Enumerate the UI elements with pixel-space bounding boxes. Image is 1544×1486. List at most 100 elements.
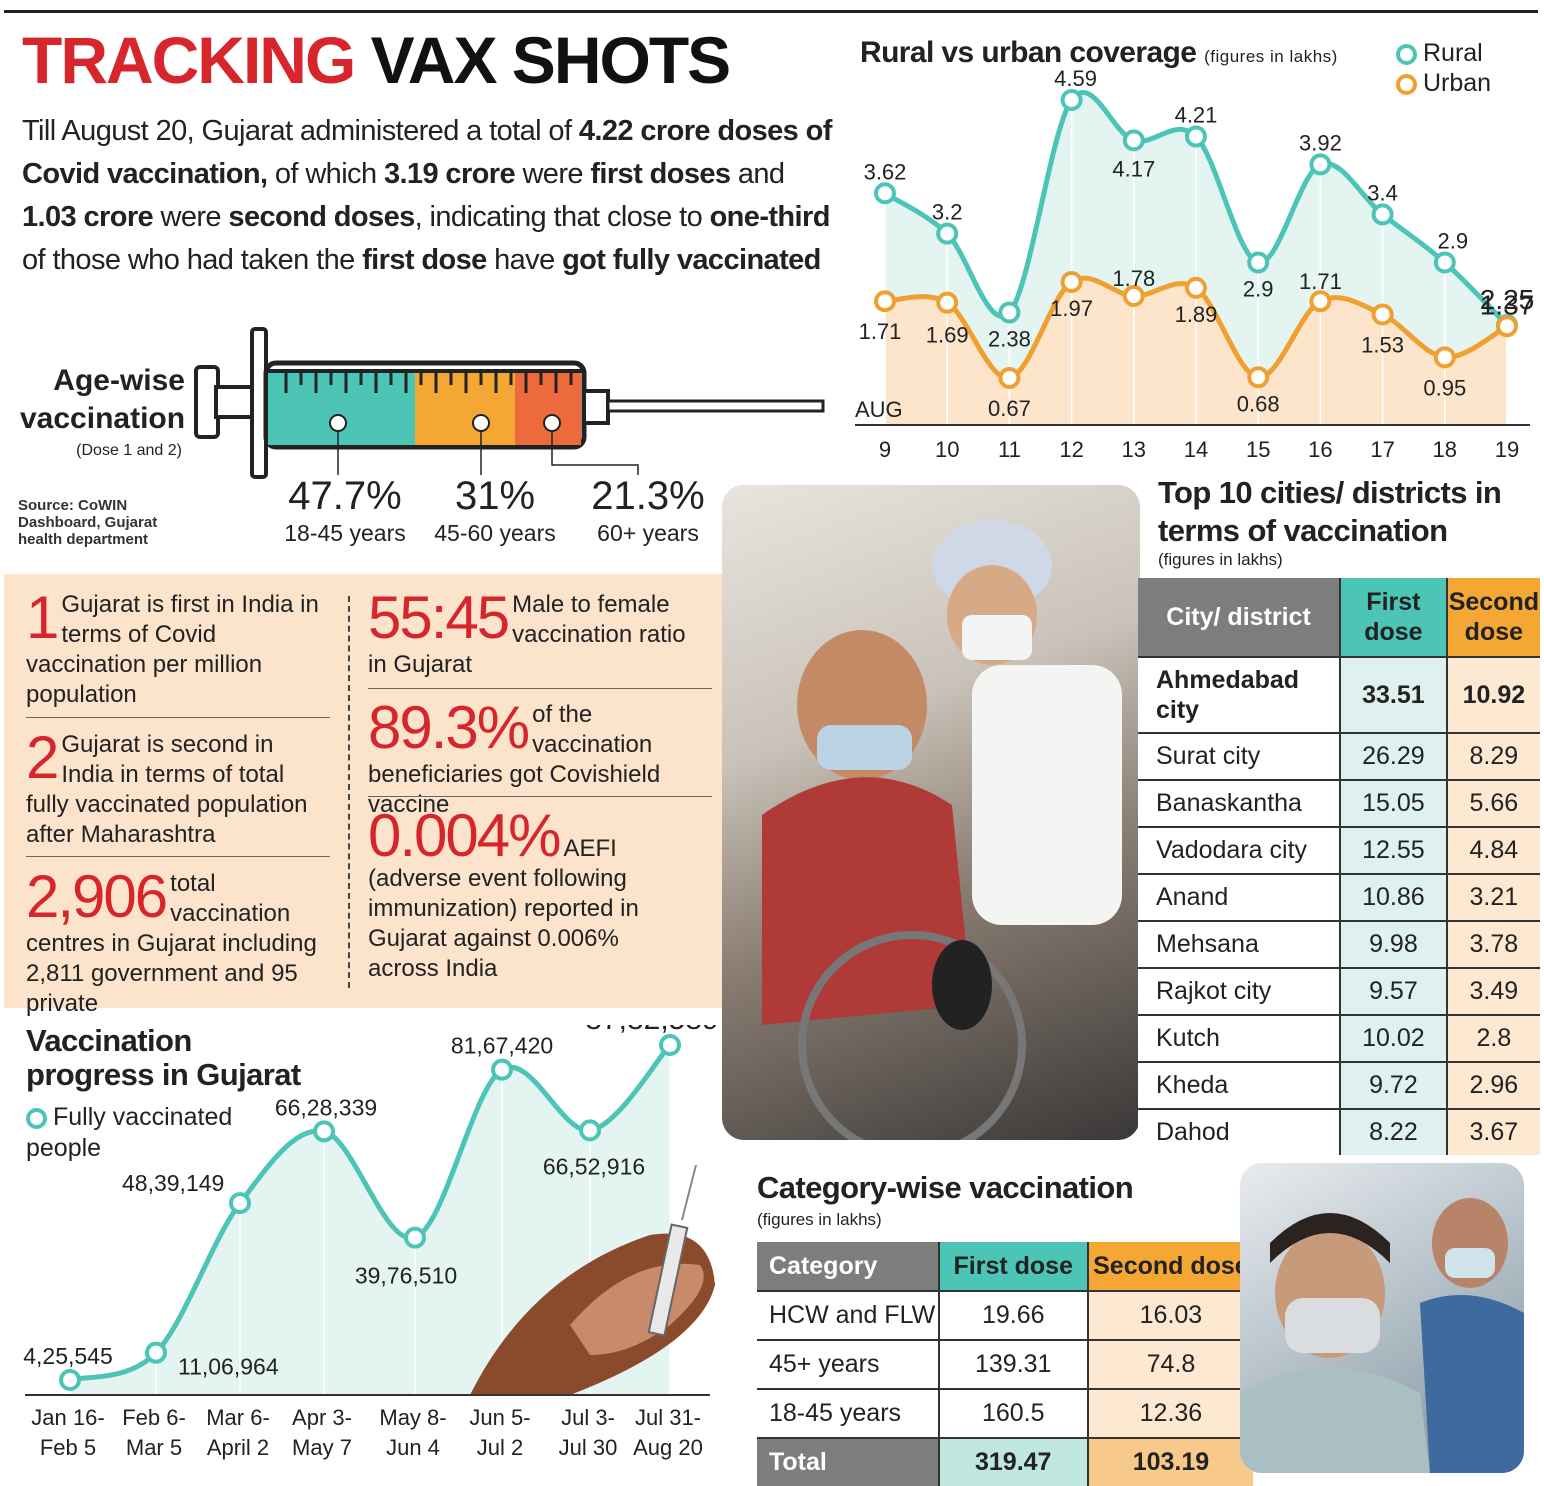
syringe-tip xyxy=(582,389,610,425)
category-row: 18-45 years 160.5 12.36 xyxy=(757,1388,1253,1438)
category-header-category: Category xyxy=(757,1242,939,1291)
rural-value-label: 4.59 xyxy=(1054,66,1097,91)
pct-18-45: 47.7% xyxy=(288,474,402,518)
pct-60plus: 21.3% xyxy=(591,474,705,518)
top10-first-dose: 9.72 xyxy=(1339,1061,1447,1109)
fact-4-number: 55:45 xyxy=(368,584,510,651)
progress-x-tick-line2: Jul 2 xyxy=(477,1435,523,1460)
top10-city: Ahmedabad city xyxy=(1138,656,1341,733)
top10-header-city: City/ district xyxy=(1138,578,1341,657)
progress-area xyxy=(70,1045,670,1395)
fact-6-tag: AEFI xyxy=(563,835,617,862)
fact-3-text: total vaccination centres in Gujarat inc… xyxy=(26,870,317,1017)
category-first-dose: 139.31 xyxy=(937,1339,1088,1389)
top10-row: Dahod 8.22 3.67 xyxy=(1138,1108,1540,1155)
progress-x-tick-line1: Feb 6- xyxy=(122,1405,186,1430)
progress-x-tick-line1: May 8- xyxy=(379,1405,446,1430)
age-wise-label: Age-wise vaccination xyxy=(20,362,185,438)
fact-1-text: Gujarat is first in India in terms of Co… xyxy=(26,591,319,708)
nurse-coat-shape xyxy=(972,665,1122,925)
progress-value-label: 39,76,510 xyxy=(355,1263,457,1289)
glove-shape xyxy=(932,940,992,1030)
age-wise-label-line1: Age-wise xyxy=(53,364,185,397)
intro-part-6: and xyxy=(730,158,785,190)
intro-paragraph: Till August 20, Gujarat administered a t… xyxy=(22,110,842,282)
rural-value-label: 3.92 xyxy=(1299,130,1342,155)
page-frame xyxy=(4,10,1538,1485)
intro-part-0: Till August 20, Gujarat administered a t… xyxy=(22,115,579,147)
category-first-dose: 19.66 xyxy=(937,1290,1088,1340)
progress-point xyxy=(659,1034,681,1056)
rural-value-label: 4.21 xyxy=(1175,103,1218,128)
top10-second-dose: 3.67 xyxy=(1445,1108,1540,1155)
top10-first-dose: 9.57 xyxy=(1339,967,1447,1015)
nurse-mask-shape xyxy=(962,615,1032,660)
top10-city: Mehsana xyxy=(1138,920,1341,968)
category-row: HCW and FLW 19.66 16.03 xyxy=(757,1290,1253,1340)
top10-first-dose: 8.22 xyxy=(1339,1108,1447,1155)
top10-first-dose: 10.86 xyxy=(1339,873,1447,921)
fact-5-number: 89.3% xyxy=(368,694,530,761)
marker-18-45 xyxy=(329,414,347,432)
top10-second-dose: 3.49 xyxy=(1445,967,1540,1015)
wheelchair-wheel-shape xyxy=(798,931,1026,1140)
progress-legend-marker xyxy=(26,1107,47,1129)
fact-5: 89.3% of the vaccination beneficiaries go… xyxy=(368,694,712,820)
top10-row: Mehsana 9.98 3.78 xyxy=(1138,920,1540,968)
top10-second-dose: 8.29 xyxy=(1445,732,1540,780)
source-line3: health department xyxy=(18,531,149,548)
category-header-second: Second dose xyxy=(1086,1242,1253,1291)
fact-2-number: 2 xyxy=(26,724,59,791)
category-subtitle: (figures in lakhs) xyxy=(757,1210,882,1229)
x-tick-label: 14 xyxy=(1184,437,1208,462)
fact-2: 2 Gujarat is second in India in terms of … xyxy=(26,724,331,850)
x-axis-title: AUG xyxy=(855,397,903,422)
top10-row: Ahmedabad city 33.51 10.92 xyxy=(1138,656,1540,733)
intro-part-5: first doses xyxy=(590,158,731,190)
category-name: 18-45 years xyxy=(757,1388,939,1438)
progress-legend: Fully vaccinated people xyxy=(26,1102,236,1164)
category-first-dose: 160.5 xyxy=(937,1388,1088,1438)
source-line2: Dashboard, Gujarat xyxy=(18,514,158,531)
x-tick-label: 18 xyxy=(1433,437,1457,462)
rural-value-label: 4.17 xyxy=(1112,156,1155,181)
urban-point xyxy=(1185,276,1207,299)
x-tick-label: 19 xyxy=(1495,437,1519,462)
top10-title-line2: terms of vaccination xyxy=(1158,513,1448,548)
category-title: Category-wise vaccination xyxy=(757,1170,1134,1205)
second-photo-illustration xyxy=(1240,1198,1524,1473)
rural-point xyxy=(1185,125,1207,148)
top10-second-dose: 3.78 xyxy=(1445,920,1540,968)
x-tick-label: 15 xyxy=(1246,437,1270,462)
category-name: HCW and FLW xyxy=(757,1290,939,1340)
top10-city: Rajkot city xyxy=(1138,967,1341,1015)
top10-subtitle: (figures in lakhs) xyxy=(1158,550,1283,569)
top10-header-first: First dose xyxy=(1339,578,1447,657)
category-total-first: 319.47 xyxy=(937,1437,1088,1486)
x-tick-label: 13 xyxy=(1122,437,1146,462)
urban-value-label: 1.71 xyxy=(859,319,902,344)
category-header-row: Category First dose Second dose xyxy=(757,1242,1253,1291)
top10-header-row: City/ district First dose Second dose xyxy=(1138,578,1540,657)
top10-second-dose: 2.8 xyxy=(1445,1014,1540,1062)
progress-x-tick-line1: Jun 5- xyxy=(469,1405,530,1430)
hand-syringe-illustration xyxy=(470,1164,715,1395)
urban-point xyxy=(998,367,1021,389)
progress-x-tick-line2: Mar 5 xyxy=(126,1435,182,1460)
segment-18-45 xyxy=(268,373,415,445)
urban-value-label: 1.37 xyxy=(1480,289,1535,320)
x-tick-label: 16 xyxy=(1308,437,1332,462)
photo-illustration xyxy=(762,520,1122,1140)
divider-3 xyxy=(368,688,712,689)
legend-urban-marker xyxy=(1396,73,1417,95)
urban-point xyxy=(1309,290,1332,313)
progress-legend-label: Fully vaccinated people xyxy=(26,1103,233,1162)
needle xyxy=(606,399,825,413)
syringe-graphic xyxy=(194,327,825,479)
category-row: 45+ years 139.31 74.8 xyxy=(757,1339,1253,1389)
urban-value-label: 0.95 xyxy=(1423,375,1466,400)
progress-x-tick-line1: Jul 31- xyxy=(635,1405,701,1430)
progress-x-tick-line1: Mar 6- xyxy=(206,1405,270,1430)
category-body: HCW and FLW 19.66 16.03 45+ years 139.31 74.8… xyxy=(757,1290,1253,1438)
fact-1-number: 1 xyxy=(26,584,59,651)
